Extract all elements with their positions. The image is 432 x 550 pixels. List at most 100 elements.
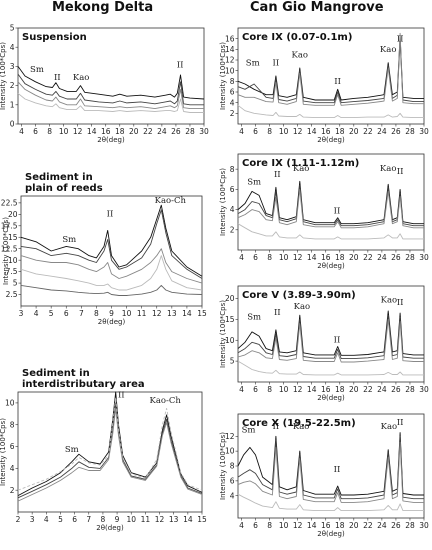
x-tick-label: 14 — [307, 253, 317, 262]
x-tick-label: 14 — [307, 385, 317, 394]
x-tick-label: 30 — [199, 127, 209, 136]
peak-label: Kao — [293, 422, 310, 432]
x-tick-label: 30 — [419, 385, 429, 394]
x-tick-label: 30 — [419, 127, 429, 136]
x-tick-label: 8 — [267, 253, 272, 262]
series-line-3 — [17, 81, 204, 110]
x-tick-label: 13 — [167, 309, 177, 318]
peak-label: II — [397, 34, 404, 44]
x-tick-label: 20 — [349, 521, 359, 530]
series-line-3 — [237, 188, 424, 229]
series-line-3 — [237, 318, 424, 363]
series-line-3 — [20, 248, 203, 284]
x-tick-label: 14 — [307, 521, 317, 530]
chart-title: Core X (19.5-22.5m) — [242, 418, 356, 429]
x-tick-label: 4 — [239, 385, 244, 394]
series-line-1 — [237, 310, 424, 356]
y-tick-label: 10 — [5, 399, 15, 408]
x-tick-label: 20 — [349, 385, 359, 394]
x-tick-label: 22 — [363, 385, 373, 394]
x-tick-label: 5 — [58, 515, 63, 524]
series-line-5 — [20, 284, 203, 296]
x-tick-label: 16 — [321, 253, 331, 262]
peak-label: Kao — [381, 296, 398, 306]
peak-label: II — [177, 60, 184, 70]
peak-label: Kao — [291, 50, 308, 60]
plot-frame — [237, 285, 425, 383]
chart-core-ix-deep: 4 6 8 10 12 14 16 18 20 22 24 26 28 3024682θ(deg)Inte… — [219, 153, 429, 270]
chart-title: Core V (3.89-3.90m) — [242, 290, 356, 301]
x-tick-label: 10 — [279, 385, 289, 394]
x-tick-label: 24 — [377, 385, 387, 394]
chart-title: Core IX (0.07-0.1m) — [242, 32, 352, 43]
x-tick-label: 16 — [321, 521, 331, 530]
series-line-4 — [17, 397, 203, 491]
x-tick-label: 12 — [293, 385, 303, 394]
x-tick-label: 24 — [377, 127, 387, 136]
series-line-4 — [237, 104, 424, 119]
y-tick-label: 4 — [10, 43, 15, 52]
x-tick-label: 20 — [349, 253, 359, 262]
x-tick-label: 16 — [101, 127, 111, 136]
peak-label: Kao — [293, 164, 310, 174]
header-mekong-delta: Mekong Delta — [52, 0, 154, 15]
x-tick-label: 24 — [377, 521, 387, 530]
y-tick-label: 10 — [8, 256, 18, 265]
peak-label: Kao — [380, 45, 397, 55]
y-axis-label: Intensity (100*Cps) — [0, 42, 7, 110]
x-tick-label: 30 — [419, 521, 429, 530]
peak-label: Kao-Ch — [150, 396, 182, 406]
chart-core-ix-top: 4 6 8 10 12 14 16 18 20 22 24 26 28 302468101214162θ(… — [219, 27, 429, 144]
series-line-2 — [20, 209, 203, 279]
x-tick-label: 20 — [349, 127, 359, 136]
peak-label: Sm — [246, 58, 260, 68]
x-tick-label: 14 — [182, 309, 192, 318]
x-tick-label: 7 — [79, 309, 84, 318]
y-axis-label: Intensity (100*Cps) — [219, 42, 227, 110]
x-tick-label: 10 — [122, 309, 132, 318]
peak-label: Sm — [30, 65, 44, 75]
chart-plain-of-reeds: 3 4 5 6 7 8 9 10 11 12 13 14 15 2.5 5 7.5 10 12.5 15 17.5 20… — [1, 172, 207, 326]
chart-title: Suspension — [22, 32, 87, 43]
series-line-2 — [237, 435, 424, 500]
x-tick-label: 14 — [307, 127, 317, 136]
x-tick-label: 7 — [86, 515, 91, 524]
y-tick-label: 8 — [230, 77, 235, 86]
x-tick-label: 14 — [87, 127, 97, 136]
x-tick-label: 13 — [169, 515, 179, 524]
x-tick-label: 8 — [94, 309, 99, 318]
peak-label: Kao — [381, 422, 398, 432]
x-tick-label: 6 — [253, 253, 258, 262]
x-tick-label: 15 — [197, 515, 207, 524]
series-line-4 — [237, 360, 424, 376]
x-tick-label: 4 — [44, 515, 49, 524]
series-line-3 — [237, 441, 424, 503]
x-tick-label: 26 — [391, 127, 401, 136]
y-axis-label: Intensity (100*Cps) — [0, 418, 7, 486]
x-tick-label: 4 — [34, 309, 39, 318]
series-line-4 — [237, 493, 424, 512]
series-line-3 — [237, 32, 424, 106]
chart-suspension: 4 6 8 10 12 14 16 18 20 22 24 26 28 300123452θ(deg)In… — [0, 24, 209, 144]
x-tick-label: 22 — [143, 127, 153, 136]
peak-label: Sm — [247, 312, 261, 322]
peak-label: II — [397, 298, 404, 308]
x-tick-label: 10 — [279, 521, 289, 530]
x-tick-label: 5 — [49, 309, 54, 318]
x-tick-label: 12 — [293, 253, 303, 262]
plot-frame — [17, 391, 203, 513]
x-axis-label: 2θ(deg) — [98, 318, 126, 326]
x-tick-label: 22 — [363, 521, 373, 530]
chart-title: Sediment in plain of reeds — [25, 172, 103, 194]
peak-label: II — [334, 335, 341, 345]
y-tick-label: 2 — [230, 109, 235, 118]
x-tick-label: 9 — [115, 515, 120, 524]
y-axis-label: Intensity (100*Cps) — [2, 217, 10, 285]
peak-label: Kao — [380, 164, 397, 174]
x-tick-label: 8 — [267, 521, 272, 530]
y-tick-label: 7.5 — [6, 267, 18, 276]
series-line-1 — [237, 180, 424, 225]
x-tick-label: 14 — [183, 515, 193, 524]
chart-core-x: 4 6 8 10 12 14 16 18 20 22 24 26 28 3046810122θ(deg)I… — [219, 413, 429, 538]
x-tick-label: 11 — [137, 309, 147, 318]
